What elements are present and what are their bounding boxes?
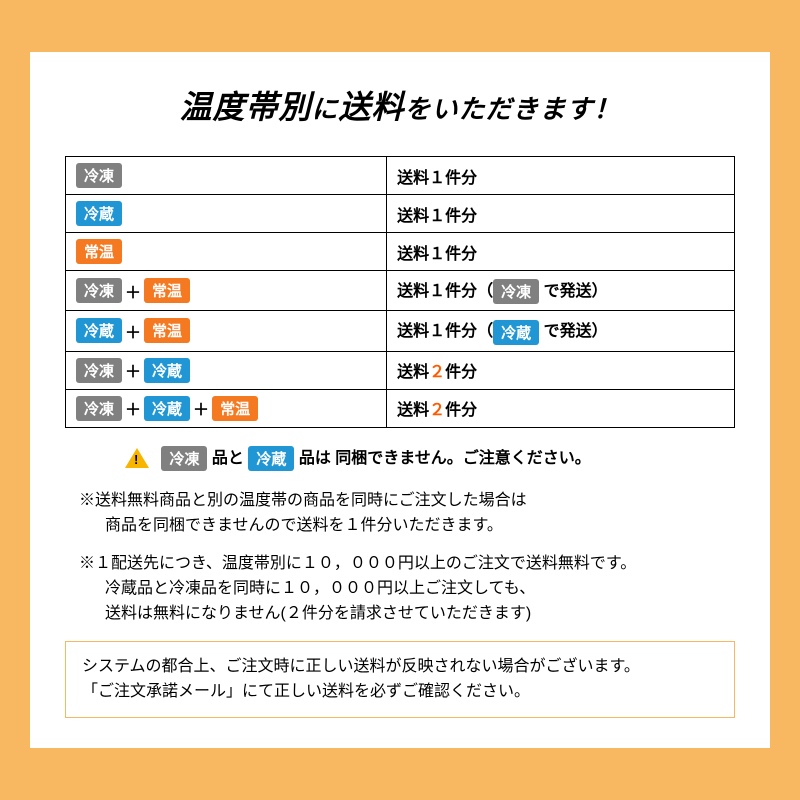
shipping-table: 冷凍送料１件分冷蔵送料１件分常温送料１件分冷凍＋常温送料１件分（冷凍 で発送）冷…	[65, 156, 735, 428]
tag-ambient: 常温	[76, 239, 122, 264]
table-cell-left: 常温	[66, 233, 387, 271]
table-row: 冷蔵＋常温送料１件分（冷蔵 で発送）	[66, 311, 735, 351]
table-cell-right: 送料２件分	[387, 389, 735, 427]
table-row: 冷凍＋冷蔵＋常温送料２件分	[66, 389, 735, 427]
note-1-l2: 商品を同梱できませんので送料を１件分いただきます。	[79, 514, 735, 539]
table-cell-right: 送料１件分	[387, 195, 735, 233]
table-cell-left: 冷蔵	[66, 195, 387, 233]
tag-ambient: 常温	[212, 396, 258, 421]
note-2-l3: 送料は無料になりません(２件分を請求させていただきます)	[79, 602, 735, 627]
plus-icon: ＋	[125, 396, 141, 420]
plus-icon: ＋	[125, 358, 141, 382]
box-l1: システムの都合上、ご注文時に正しい送料が反映されない場合がございます。	[82, 658, 640, 675]
title-seg1: 温度帯別	[179, 89, 311, 125]
table-cell-right: 送料１件分（冷凍 で発送）	[387, 271, 735, 311]
tag-chilled: 冷蔵	[248, 446, 294, 471]
tag-frozen: 冷凍	[76, 396, 122, 421]
tag-frozen: 冷凍	[76, 278, 122, 303]
system-note-box: システムの都合上、ご注文時に正しい送料が反映されない場合がございます。 「ご注文…	[65, 641, 735, 718]
plus-icon: ＋	[125, 319, 141, 343]
box-l2: 「ご注文承諾メール」にて正しい送料を必ずご確認ください。	[82, 683, 530, 700]
table-cell-left: 冷凍	[66, 157, 387, 195]
tag-chilled: 冷蔵	[144, 358, 190, 383]
table-row: 冷凍＋常温送料１件分（冷凍 で発送）	[66, 271, 735, 311]
table-cell-right: 送料１件分	[387, 233, 735, 271]
note-1: ※送料無料商品と別の温度帯の商品を同時にご注文した場合は 商品を同梱できませんの…	[65, 489, 735, 539]
warn-t2: 品は 同梱できません。ご注意ください。	[294, 450, 590, 467]
title-seg4: をいただきます！	[405, 94, 621, 124]
count-highlight: ２	[429, 364, 445, 381]
table-cell-right: 送料１件分	[387, 157, 735, 195]
table-cell-right: 送料１件分（冷蔵 で発送）	[387, 311, 735, 351]
plus-icon: ＋	[125, 279, 141, 303]
table-cell-left: 冷凍＋冷蔵＋常温	[66, 389, 387, 427]
table-row: 冷凍 送料１件分	[66, 157, 735, 195]
table-cell-right: 送料２件分	[387, 351, 735, 389]
plus-icon: ＋	[193, 396, 209, 420]
info-panel: 温度帯別に送料をいただきます！ 冷凍送料１件分冷蔵送料１件分常温送料１件分冷凍＋…	[30, 52, 770, 748]
table-cell-left: 冷凍＋常温	[66, 271, 387, 311]
note-2: ※１配送先につき、温度帯別に１０，０００円以上のご注文で送料無料です。 冷蔵品と…	[65, 552, 735, 626]
warn-t1: 品と	[207, 450, 248, 467]
tag-frozen: 冷凍	[76, 358, 122, 383]
tag-chilled: 冷蔵	[493, 320, 539, 345]
title: 温度帯別に送料をいただきます！	[65, 82, 735, 128]
title-seg2: に	[311, 94, 338, 124]
table-cell-left: 冷蔵＋常温	[66, 311, 387, 351]
tag-frozen: 冷凍	[493, 279, 539, 304]
table-row: 冷凍＋冷蔵送料２件分	[66, 351, 735, 389]
title-seg3: 送料	[339, 89, 405, 125]
tag-chilled: 冷蔵	[76, 318, 122, 343]
tag-frozen: 冷凍	[76, 163, 122, 188]
warning-row: 冷凍 品と 冷蔵 品は 同梱できません。ご注意ください。	[125, 444, 735, 471]
tag-ambient: 常温	[144, 278, 190, 303]
table-cell-left: 冷凍＋冷蔵	[66, 351, 387, 389]
tag-chilled: 冷蔵	[76, 201, 122, 226]
note-2-l2: 冷蔵品と冷凍品を同時に１０，０００円以上ご注文しても、	[79, 577, 735, 602]
note-1-l1: ※送料無料商品と別の温度帯の商品を同時にご注文した場合は	[79, 492, 527, 509]
count-highlight: ２	[429, 402, 445, 419]
note-2-l1: ※１配送先につき、温度帯別に１０，０００円以上のご注文で送料無料です。	[79, 555, 636, 572]
table-row: 冷蔵 送料１件分	[66, 195, 735, 233]
tag-frozen: 冷凍	[161, 446, 207, 471]
tag-chilled: 冷蔵	[144, 396, 190, 421]
table-row: 常温 送料１件分	[66, 233, 735, 271]
warning-icon	[125, 448, 149, 468]
tag-ambient: 常温	[144, 318, 190, 343]
